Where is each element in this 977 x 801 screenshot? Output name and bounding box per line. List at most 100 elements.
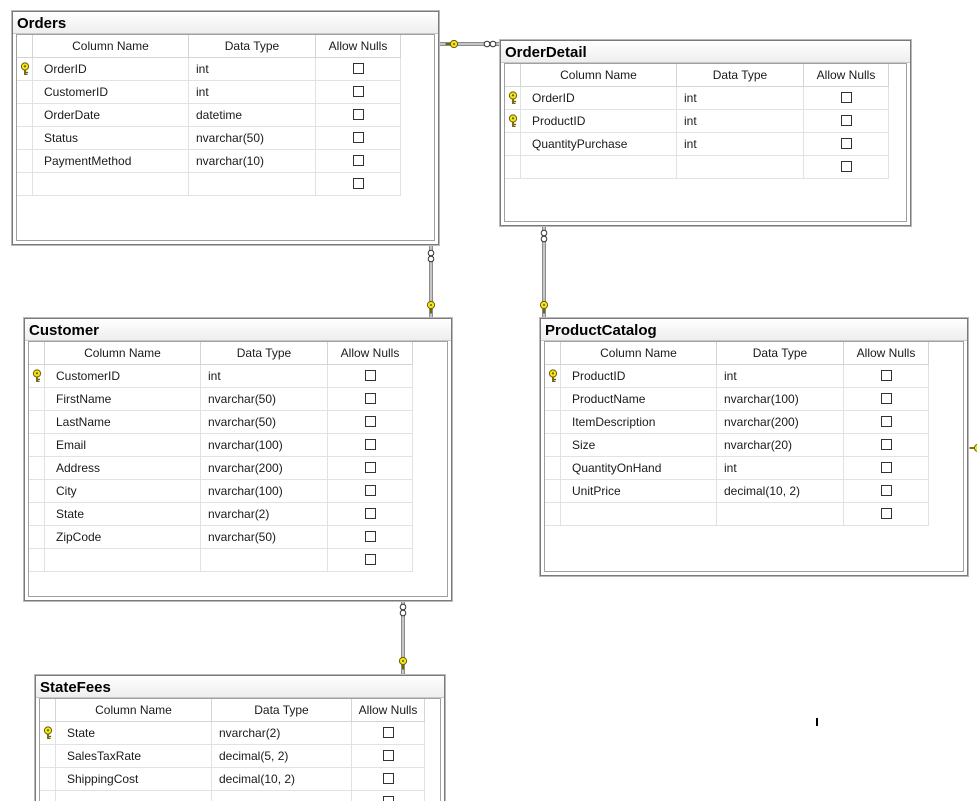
allow-nulls-cell[interactable] xyxy=(328,503,413,526)
row-selector[interactable] xyxy=(17,150,33,173)
column-name-cell[interactable]: LastName xyxy=(45,411,201,434)
allow-nulls-checkbox[interactable] xyxy=(352,132,364,144)
column-name-cell[interactable]: ProductID xyxy=(521,110,677,133)
table-row[interactable]: ProductName nvarchar(100) xyxy=(545,388,929,411)
table-orderdetail[interactable]: OrderDetail Column Name Data Type Allow Nu… xyxy=(500,40,911,226)
table-row[interactable]: QuantityPurchase int xyxy=(505,133,889,156)
data-type-cell[interactable]: nvarchar(20) xyxy=(717,434,844,457)
column-name-cell[interactable] xyxy=(56,791,212,801)
data-type-cell[interactable]: int xyxy=(677,110,804,133)
row-selector[interactable] xyxy=(505,110,521,133)
allow-nulls-checkbox[interactable] xyxy=(840,115,852,127)
data-type-cell[interactable]: nvarchar(50) xyxy=(201,411,328,434)
allow-nulls-cell[interactable] xyxy=(316,81,401,104)
data-type-cell[interactable]: datetime xyxy=(189,104,316,127)
data-type-header[interactable]: Data Type xyxy=(201,342,328,365)
allow-nulls-cell[interactable] xyxy=(804,133,889,156)
data-type-cell[interactable]: nvarchar(100) xyxy=(201,480,328,503)
allow-nulls-cell[interactable] xyxy=(844,457,929,480)
allow-nulls-cell[interactable] xyxy=(316,173,401,196)
row-selector[interactable] xyxy=(29,434,45,457)
table-row[interactable] xyxy=(29,549,413,572)
data-type-cell[interactable]: nvarchar(100) xyxy=(717,388,844,411)
row-selector[interactable] xyxy=(545,388,561,411)
table-row[interactable]: SalesTaxRate decimal(5, 2) xyxy=(40,745,425,768)
data-type-cell[interactable]: nvarchar(100) xyxy=(201,434,328,457)
allow-nulls-cell[interactable] xyxy=(844,365,929,388)
table-row[interactable]: City nvarchar(100) xyxy=(29,480,413,503)
row-selector[interactable] xyxy=(545,480,561,503)
column-name-cell[interactable]: QuantityOnHand xyxy=(561,457,717,480)
table-row[interactable]: ProductID int xyxy=(545,365,929,388)
table-row[interactable] xyxy=(505,156,889,179)
data-type-cell[interactable]: nvarchar(10) xyxy=(189,150,316,173)
table-row[interactable]: OrderID int xyxy=(17,58,401,81)
row-selector[interactable] xyxy=(40,722,56,745)
row-selector[interactable] xyxy=(40,745,56,768)
table-row[interactable]: State nvarchar(2) xyxy=(40,722,425,745)
allow-nulls-cell[interactable] xyxy=(844,411,929,434)
allow-nulls-checkbox[interactable] xyxy=(352,63,364,75)
data-type-cell[interactable]: int xyxy=(717,365,844,388)
table-row[interactable] xyxy=(17,173,401,196)
column-name-cell[interactable]: QuantityPurchase xyxy=(521,133,677,156)
column-name-cell[interactable]: Size xyxy=(561,434,717,457)
column-name-cell[interactable] xyxy=(33,173,189,196)
table-row[interactable] xyxy=(545,503,929,526)
data-type-cell[interactable] xyxy=(212,791,352,801)
allow-nulls-checkbox[interactable] xyxy=(364,462,376,474)
row-selector[interactable] xyxy=(545,457,561,480)
row-selector[interactable] xyxy=(40,791,56,801)
allow-nulls-checkbox[interactable] xyxy=(364,370,376,382)
allow-nulls-checkbox[interactable] xyxy=(364,531,376,543)
allow-nulls-checkbox[interactable] xyxy=(840,92,852,104)
allow-nulls-cell[interactable] xyxy=(352,768,425,791)
allow-nulls-cell[interactable] xyxy=(844,480,929,503)
column-name-cell[interactable]: ZipCode xyxy=(45,526,201,549)
allow-nulls-cell[interactable] xyxy=(328,526,413,549)
column-name-cell[interactable]: PaymentMethod xyxy=(33,150,189,173)
data-type-header[interactable]: Data Type xyxy=(189,35,316,58)
table-row[interactable]: PaymentMethod nvarchar(10) xyxy=(17,150,401,173)
row-selector[interactable] xyxy=(17,104,33,127)
column-name-cell[interactable]: Address xyxy=(45,457,201,480)
row-selector[interactable] xyxy=(29,526,45,549)
allow-nulls-header[interactable]: Allow Nulls xyxy=(352,699,425,722)
data-type-cell[interactable]: decimal(10, 2) xyxy=(212,768,352,791)
table-statefees[interactable]: StateFees Column Name Data Type Allow Null… xyxy=(35,675,445,801)
table-row[interactable]: Address nvarchar(200) xyxy=(29,457,413,480)
row-selector[interactable] xyxy=(40,768,56,791)
table-row[interactable]: FirstName nvarchar(50) xyxy=(29,388,413,411)
allow-nulls-cell[interactable] xyxy=(844,503,929,526)
table-row[interactable]: State nvarchar(2) xyxy=(29,503,413,526)
table-row[interactable]: ItemDescription nvarchar(200) xyxy=(545,411,929,434)
allow-nulls-cell[interactable] xyxy=(316,127,401,150)
table-row[interactable]: QuantityOnHand int xyxy=(545,457,929,480)
allow-nulls-checkbox[interactable] xyxy=(880,416,892,428)
column-name-header[interactable]: Column Name xyxy=(561,342,717,365)
column-name-cell[interactable]: OrderID xyxy=(33,58,189,81)
allow-nulls-cell[interactable] xyxy=(328,411,413,434)
data-type-cell[interactable] xyxy=(717,503,844,526)
allow-nulls-checkbox[interactable] xyxy=(382,727,394,739)
data-type-cell[interactable]: decimal(10, 2) xyxy=(717,480,844,503)
column-name-cell[interactable] xyxy=(561,503,717,526)
table-customer[interactable]: Customer Column Name Data Type Allow Nulls… xyxy=(24,318,452,601)
row-selector[interactable] xyxy=(29,388,45,411)
row-selector[interactable] xyxy=(17,58,33,81)
column-name-cell[interactable]: OrderDate xyxy=(33,104,189,127)
column-name-header[interactable]: Column Name xyxy=(45,342,201,365)
row-selector[interactable] xyxy=(17,81,33,104)
table-orders[interactable]: Orders Column Name Data Type Allow Nulls Or… xyxy=(12,11,439,245)
allow-nulls-checkbox[interactable] xyxy=(364,416,376,428)
allow-nulls-checkbox[interactable] xyxy=(364,393,376,405)
allow-nulls-checkbox[interactable] xyxy=(880,370,892,382)
table-row[interactable]: LastName nvarchar(50) xyxy=(29,411,413,434)
allow-nulls-checkbox[interactable] xyxy=(382,750,394,762)
column-name-header[interactable]: Column Name xyxy=(33,35,189,58)
allow-nulls-checkbox[interactable] xyxy=(840,138,852,150)
allow-nulls-checkbox[interactable] xyxy=(352,178,364,190)
row-selector[interactable] xyxy=(505,87,521,110)
table-title-customer[interactable]: Customer xyxy=(25,319,451,341)
data-type-cell[interactable]: nvarchar(50) xyxy=(201,388,328,411)
